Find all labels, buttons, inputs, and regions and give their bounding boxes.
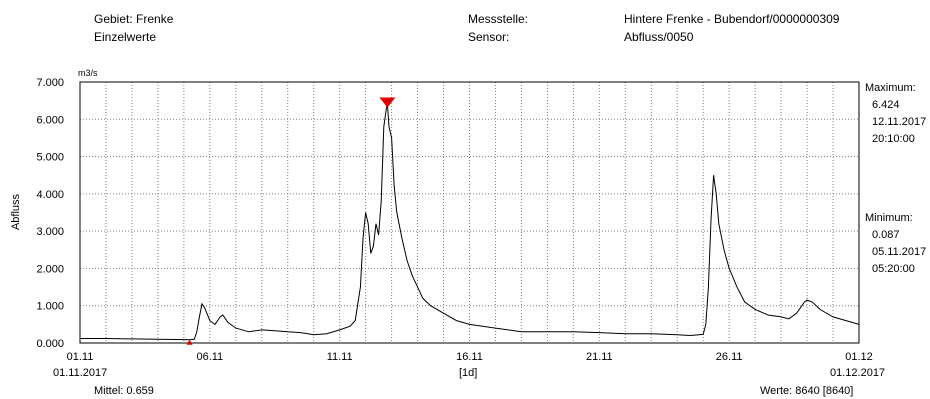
unit-label: m3/s <box>78 68 98 78</box>
y-tick-label: 6.000 <box>36 114 64 126</box>
x-tick-label: 06.11 <box>196 351 223 363</box>
x-axis-ticks: 01.11 06.11 11.11 16.11 21.11 26.11 01.12 <box>67 351 873 363</box>
x-tick-label: 11.11 <box>327 351 353 363</box>
plot-frame <box>79 81 860 344</box>
minimum-marker <box>186 339 193 345</box>
y-axis-ticks: 0.000 1.000 2.000 3.000 4.000 5.000 6.000 7.000 <box>36 77 64 350</box>
y-tick-label: 4.000 <box>36 189 64 201</box>
y-tick-label: 0.000 <box>36 338 64 350</box>
maximum-value: 6.424 <box>872 99 900 111</box>
minimum-time: 05:20:00 <box>872 263 915 275</box>
grid-lines <box>80 81 859 344</box>
series-line <box>80 103 860 341</box>
value-type-label: Einzelwerte <box>94 30 157 44</box>
minimum-value: 0.087 <box>872 229 900 241</box>
sensor-value: Abfluss/0050 <box>624 30 694 44</box>
y-axis-label: Abfluss <box>10 193 22 230</box>
value-count: Werte: 8640 [8640] <box>760 385 854 397</box>
interval-label: [1d] <box>459 367 478 379</box>
x-tick-label: 16.11 <box>456 351 483 363</box>
y-tick-label: 3.000 <box>36 226 64 238</box>
station-label: Messstelle: <box>468 12 529 26</box>
station-value: Hintere Frenke - Bubendorf/0000000309 <box>624 12 840 26</box>
area-label: Gebiet: Frenke <box>94 12 174 26</box>
start-date: 01.11.2017 <box>53 367 108 379</box>
end-date: 01.12.2017 <box>830 367 886 379</box>
minimum-date: 05.11.2017 <box>872 246 927 258</box>
y-tick-label: 1.000 <box>36 301 64 313</box>
maximum-marker <box>379 97 396 108</box>
minimum-label: Minimum: <box>865 212 913 224</box>
x-tick-label: 01.11 <box>67 351 94 363</box>
y-tick-label: 7.000 <box>36 77 64 89</box>
maximum-date: 12.11.2017 <box>872 116 927 128</box>
maximum-label: Maximum: <box>865 82 916 94</box>
sensor-label: Sensor: <box>468 30 510 44</box>
y-tick-label: 2.000 <box>36 263 64 275</box>
mean-value: Mittel: 0.659 <box>94 385 154 397</box>
x-tick-label: 21.11 <box>586 351 613 363</box>
x-tick-label: 01.12 <box>845 351 873 363</box>
y-tick-label: 5.000 <box>36 152 64 164</box>
x-tick-label: 26.11 <box>716 351 743 363</box>
maximum-time: 20:10:00 <box>872 133 915 145</box>
